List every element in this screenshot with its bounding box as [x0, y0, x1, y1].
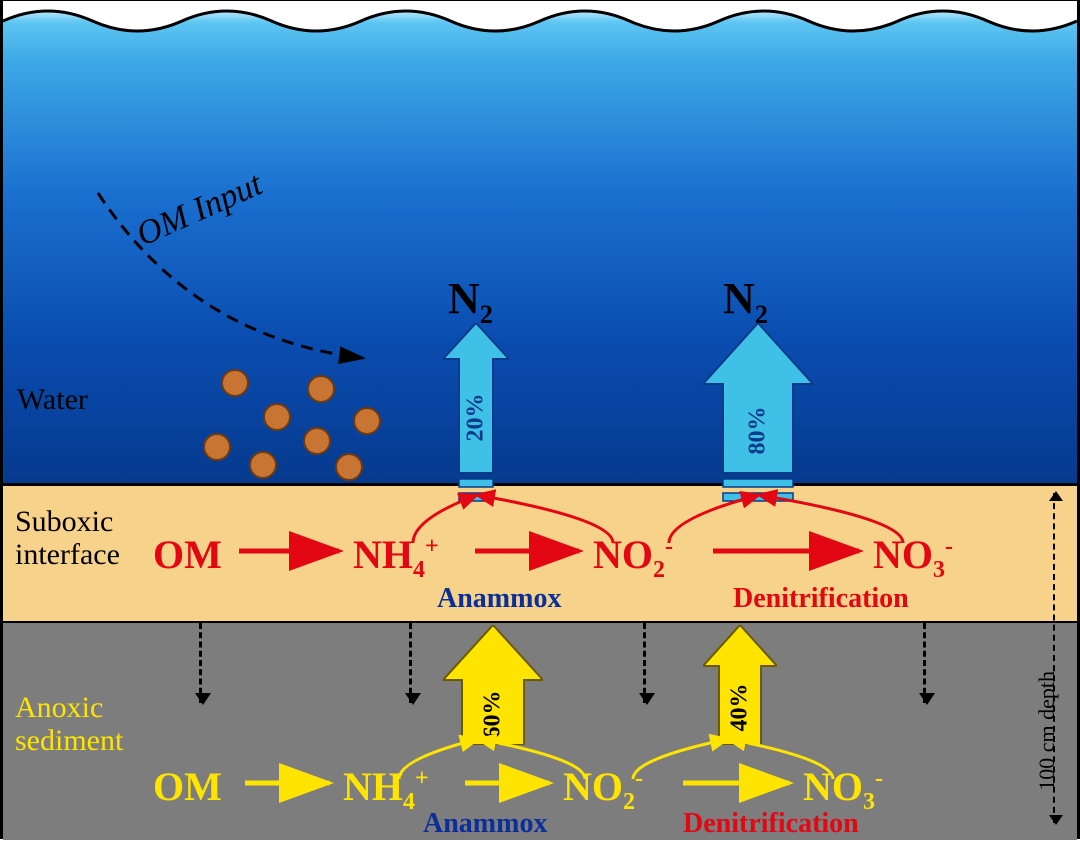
diagram-frame: Water Suboxic interface Anoxic sediment … — [0, 0, 1080, 839]
process-denitrification: Denitrification — [683, 808, 859, 840]
dashed-down-arrow — [199, 623, 202, 703]
dashed-down-arrow — [409, 623, 412, 703]
anoxic-reaction-arrows — [3, 3, 1080, 842]
dashed-down-arrow — [923, 623, 926, 703]
depth-scale-label: 100 cm depth — [1034, 671, 1060, 791]
process-anammox: Anammox — [423, 808, 547, 840]
water-surface-waves — [3, 1, 1077, 41]
dashed-down-arrow — [643, 623, 646, 703]
